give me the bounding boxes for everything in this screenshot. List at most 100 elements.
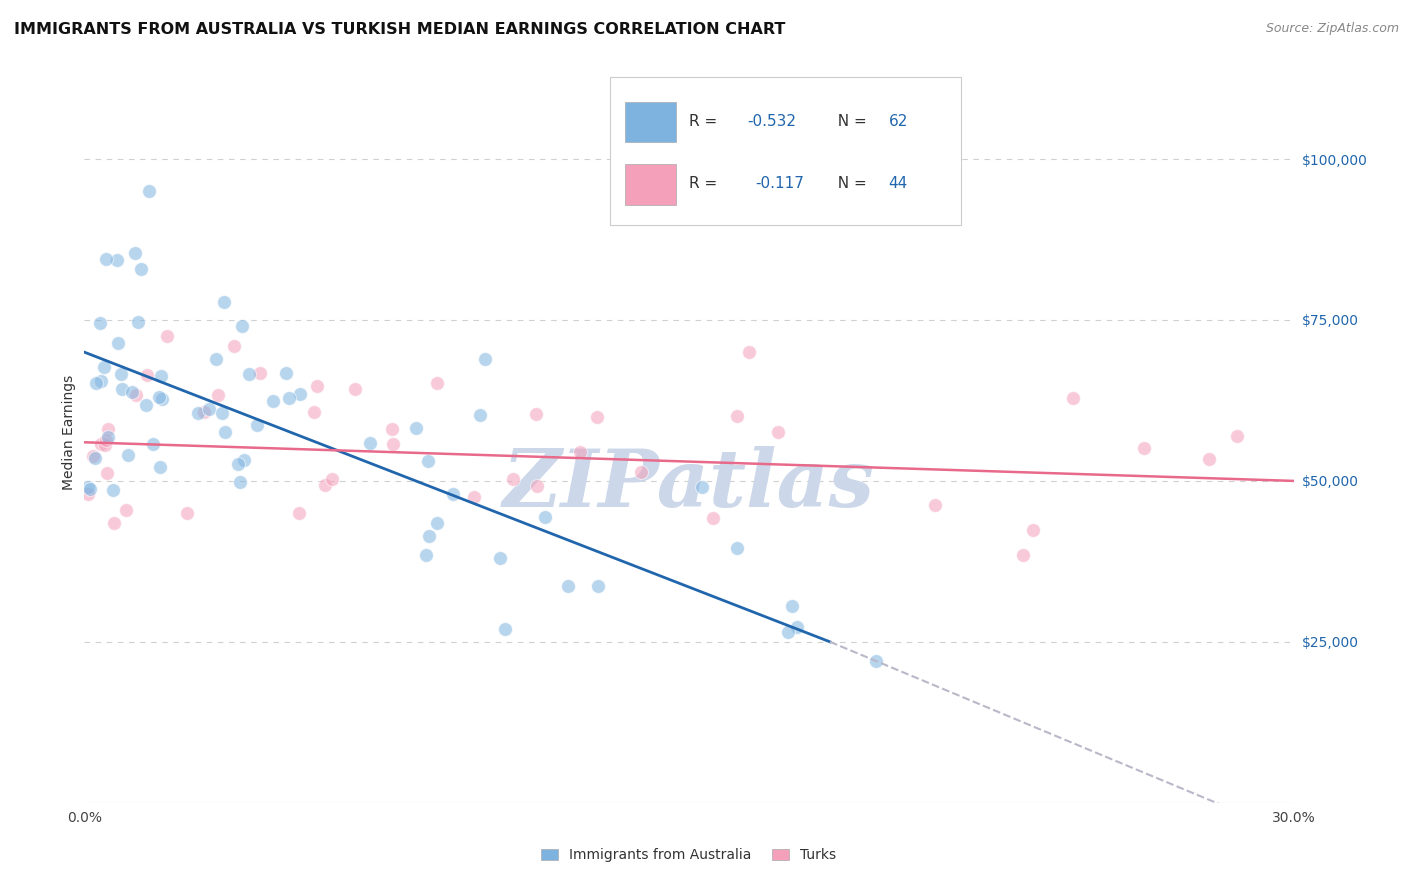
Point	[381, 422, 404, 436]
Point	[77, 487, 100, 501]
Point	[226, 457, 249, 471]
Point	[117, 448, 139, 462]
Text: -0.532: -0.532	[747, 114, 796, 129]
Point	[1062, 391, 1084, 405]
Point	[569, 445, 592, 459]
Point	[321, 472, 343, 486]
Point	[786, 620, 808, 634]
Point	[865, 654, 887, 668]
Point	[111, 382, 134, 396]
Point	[1226, 429, 1249, 443]
Point	[90, 437, 112, 451]
Point	[415, 549, 437, 563]
Point	[359, 436, 381, 450]
Point	[426, 376, 449, 391]
Point	[304, 405, 326, 419]
Point	[89, 316, 111, 330]
Point	[489, 551, 512, 566]
Point	[778, 624, 800, 639]
Point	[1011, 548, 1033, 562]
Point	[149, 369, 172, 384]
Point	[766, 425, 789, 439]
Point	[193, 405, 215, 419]
Point	[86, 376, 108, 391]
Point	[262, 394, 284, 409]
Point	[468, 409, 491, 423]
Point	[79, 483, 101, 497]
Point	[214, 425, 236, 439]
Point	[277, 391, 299, 405]
Point	[441, 487, 464, 501]
Point	[1022, 523, 1045, 537]
Point	[94, 252, 117, 267]
Point	[97, 429, 120, 443]
Point	[138, 184, 160, 198]
Point	[924, 498, 946, 512]
Point	[198, 402, 221, 417]
Text: -0.117: -0.117	[755, 177, 804, 192]
Text: IMMIGRANTS FROM AUSTRALIA VS TURKISH MEDIAN EARNINGS CORRELATION CHART: IMMIGRANTS FROM AUSTRALIA VS TURKISH MED…	[14, 22, 786, 37]
Point	[1198, 452, 1220, 467]
Point	[557, 579, 579, 593]
Point	[418, 529, 440, 543]
Text: 44: 44	[889, 177, 908, 192]
Point	[222, 339, 245, 353]
Point	[494, 622, 516, 636]
Text: 62: 62	[889, 114, 908, 129]
Text: R =: R =	[689, 177, 727, 192]
Point	[502, 472, 524, 486]
Point	[101, 483, 124, 497]
FancyBboxPatch shape	[610, 78, 962, 226]
Point	[246, 417, 269, 432]
Point	[344, 382, 367, 396]
Y-axis label: Median Earnings: Median Earnings	[62, 375, 76, 491]
Text: ZIPatlas: ZIPatlas	[503, 446, 875, 524]
Point	[103, 516, 125, 530]
Point	[121, 384, 143, 399]
Text: N =: N =	[828, 177, 872, 192]
Point	[127, 315, 149, 329]
Point	[77, 480, 100, 494]
Point	[630, 465, 652, 479]
Point	[586, 579, 609, 593]
FancyBboxPatch shape	[624, 102, 676, 143]
Point	[142, 436, 165, 450]
Point	[135, 368, 157, 383]
Point	[211, 406, 233, 420]
Point	[93, 360, 115, 375]
Point	[426, 516, 449, 530]
Point	[187, 406, 209, 420]
Point	[115, 503, 138, 517]
Text: Source: ZipAtlas.com: Source: ZipAtlas.com	[1265, 22, 1399, 36]
Point	[534, 510, 557, 524]
Point	[524, 407, 547, 421]
Text: N =: N =	[828, 114, 872, 129]
Point	[725, 409, 748, 423]
Point	[84, 451, 107, 466]
Point	[233, 453, 256, 467]
Point	[585, 409, 607, 424]
Legend: Immigrants from Australia, Turks: Immigrants from Australia, Turks	[541, 848, 837, 863]
Point	[274, 366, 297, 380]
Point	[135, 398, 157, 412]
Point	[405, 421, 427, 435]
Point	[94, 437, 117, 451]
Point	[288, 387, 311, 401]
Point	[738, 345, 761, 359]
Point	[1132, 441, 1154, 455]
Point	[82, 449, 104, 463]
Point	[782, 599, 804, 614]
Point	[725, 541, 748, 556]
Point	[382, 437, 405, 451]
Point	[156, 329, 179, 343]
Text: R =: R =	[689, 114, 723, 129]
Point	[229, 475, 252, 490]
Point	[238, 368, 260, 382]
Point	[90, 374, 112, 388]
Point	[463, 490, 485, 504]
Point	[129, 262, 152, 277]
Point	[249, 366, 271, 380]
Point	[148, 459, 170, 474]
Point	[207, 387, 229, 401]
Point	[97, 422, 120, 436]
